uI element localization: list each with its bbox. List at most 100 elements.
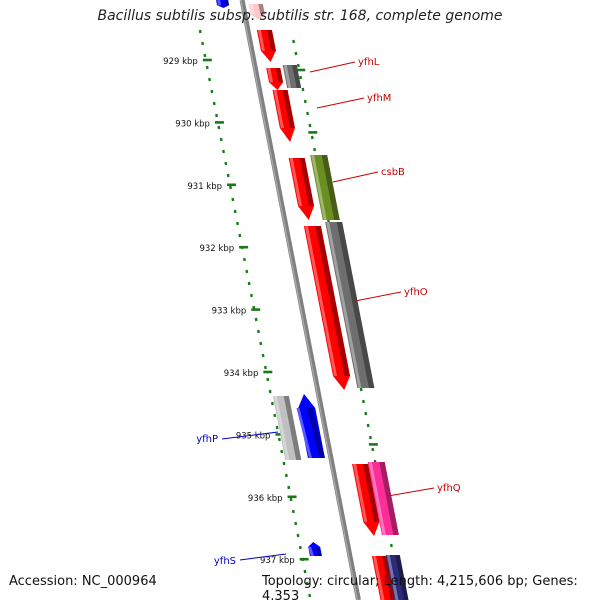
gene-red-5	[303, 226, 351, 390]
gene-navy-bottom	[385, 555, 409, 600]
gene-pink-yfhQ-shade	[379, 462, 399, 535]
guide-dash	[273, 413, 277, 418]
gene-lightgray-1-shade	[283, 396, 302, 460]
guide-dash	[296, 533, 300, 538]
gene-gray-yfhO	[325, 222, 375, 388]
gene-red-6	[352, 464, 380, 536]
guide-dash	[205, 65, 209, 70]
accession-label: Accession: NC_000964	[9, 574, 157, 589]
gene-red-1-highlight	[257, 30, 265, 51]
guide-dash	[261, 353, 265, 358]
gene-label-yfhO: yfhO	[354, 287, 428, 302]
gene-olive-csbB-shade	[321, 155, 340, 220]
guide-dash	[308, 123, 312, 128]
chromosome-backbone	[239, 0, 361, 600]
gene-gray-1-highlight	[283, 65, 292, 88]
gene-red-7	[371, 556, 396, 600]
guide-dash	[306, 111, 310, 116]
gene-labels: yfhL yfhM csbB yfhO yfhQ yfhP yfhS	[196, 57, 461, 567]
gene-blue-yfhS-highlight	[308, 546, 314, 556]
gene-label-yfhL: yfhL	[309, 57, 380, 73]
guide-dash	[289, 497, 293, 502]
gene-red-3	[272, 90, 295, 142]
gene-label-yfhQ: yfhQ	[387, 483, 461, 497]
genome-title: Bacillus subtilis subsp. subtilis str. 1…	[97, 8, 503, 24]
guide-dash	[371, 447, 375, 452]
label-leader-line	[387, 487, 435, 497]
guide-dash	[303, 99, 307, 104]
guide-dash	[231, 197, 235, 202]
gene-blue-yfhS	[308, 542, 322, 556]
gene-red-5-highlight	[304, 226, 338, 376]
guide-dash	[287, 485, 291, 490]
guide-dash	[229, 185, 232, 190]
gene-blue-yfhS-shade	[315, 546, 322, 556]
label-leader-line	[239, 553, 287, 561]
guide-dash	[198, 29, 202, 34]
gene-red-7-shade	[382, 556, 396, 600]
guide-dash	[208, 77, 211, 82]
gene-features	[216, 0, 409, 600]
gene-red-3-highlight	[273, 90, 284, 128]
label-leader-line	[221, 431, 279, 440]
label-leader-line	[332, 171, 379, 183]
coordinate-ruler: 929 kbp 930 kbp 931 kbp 932 kbp 933 kbp 934 k…	[163, 29, 403, 598]
guide-dash	[313, 147, 317, 152]
gene-gray-yfhO-shade	[336, 222, 375, 388]
gene-name-text: yfhP	[196, 434, 218, 445]
guide-dash	[224, 161, 228, 166]
guide-dash	[294, 51, 298, 56]
backbone-highlight	[240, 0, 358, 600]
guide-dash	[236, 221, 239, 226]
guide-dash	[292, 39, 296, 44]
gene-lightgray-1	[272, 396, 302, 460]
gene-blue-top-shade	[224, 0, 230, 6]
guide-dash	[359, 387, 363, 392]
gene-label-csbB: csbB	[332, 167, 405, 183]
guide-dash	[364, 411, 368, 416]
label-leader-line	[354, 291, 402, 302]
guide-dash	[275, 425, 279, 430]
gene-blue-top-highlight	[217, 0, 222, 6]
left-guide-line	[198, 29, 312, 598]
gene-red-2-shade	[275, 68, 284, 83]
gene-pink-yfhQ-highlight	[368, 462, 386, 535]
gene-name-text: yfhQ	[437, 483, 461, 494]
guide-dash	[366, 423, 370, 428]
gene-label-yfhP: yfhP	[196, 431, 279, 445]
gene-red-5-shade	[315, 226, 351, 376]
gene-gray-1-shade	[292, 65, 302, 88]
label-leader-line	[316, 97, 365, 109]
label-leader-line	[309, 61, 356, 73]
guide-dash	[247, 281, 251, 286]
guide-dash	[301, 87, 305, 92]
guide-dash	[243, 257, 246, 262]
tick-label: 929 kbp	[163, 57, 198, 67]
guide-dash	[238, 233, 242, 238]
guide-dash	[268, 389, 272, 394]
guide-dash	[284, 473, 288, 478]
guide-dash	[203, 53, 207, 58]
guide-dash	[362, 399, 365, 404]
guide-dash	[212, 101, 216, 106]
guide-dash	[294, 521, 298, 526]
guide-dash	[257, 329, 260, 334]
gene-navy-bottom-highlight	[386, 555, 399, 600]
guide-dash	[264, 365, 267, 370]
gene-label-yfhM: yfhM	[316, 93, 391, 109]
tick-label: 932 kbp	[199, 244, 234, 254]
guide-dash	[310, 135, 314, 140]
guide-dash	[254, 317, 258, 322]
gene-gray-1	[282, 65, 302, 88]
gene-red-3-shade	[282, 90, 295, 128]
guide-dash	[266, 377, 270, 382]
gene-pink-top	[248, 4, 265, 20]
gene-pink-top-highlight	[249, 4, 255, 15]
guide-dash	[217, 125, 221, 130]
gene-olive-csbB-highlight	[311, 155, 327, 220]
tick-label: 936 kbp	[248, 494, 283, 504]
guide-dash	[291, 509, 295, 514]
guide-dash	[389, 543, 393, 548]
guide-dash	[277, 437, 281, 442]
